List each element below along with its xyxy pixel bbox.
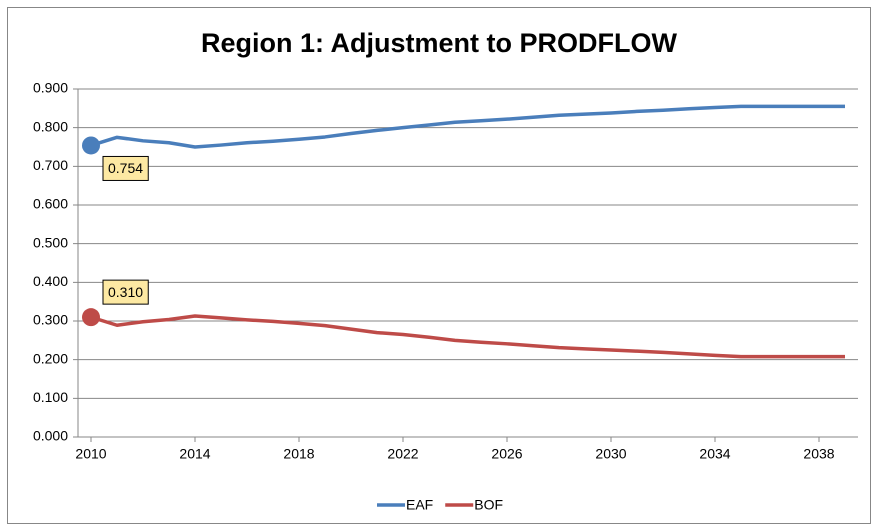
y-tick-label: 0.900	[33, 80, 68, 96]
x-tick-label: 2010	[75, 446, 106, 462]
y-tick-label: 0.000	[33, 428, 68, 444]
x-tick-label: 2018	[283, 446, 314, 462]
legend-label: BOF	[474, 497, 503, 513]
y-tick-label: 0.200	[33, 350, 68, 366]
chart-title: Region 1: Adjustment to PRODFLOW	[201, 28, 677, 58]
y-tick-label: 0.300	[33, 312, 68, 328]
x-tick-label: 2030	[595, 446, 626, 462]
point-marker	[82, 308, 100, 327]
chart-frame	[7, 7, 871, 524]
x-tick-label: 2026	[491, 446, 522, 462]
y-tick-label: 0.400	[33, 273, 68, 289]
y-tick-label: 0.800	[33, 118, 68, 134]
y-tick-label: 0.700	[33, 157, 68, 173]
legend-label: EAF	[406, 497, 433, 513]
data-label-box	[102, 155, 149, 181]
x-tick-label: 2034	[699, 446, 730, 462]
y-tick-label: 0.500	[33, 234, 68, 250]
point-marker	[82, 136, 100, 155]
x-tick-label: 2014	[179, 446, 210, 462]
y-tick-label: 0.600	[33, 196, 68, 212]
y-tick-label: 0.100	[33, 389, 68, 405]
x-tick-label: 2038	[803, 446, 834, 462]
data-label: 0.310	[108, 284, 143, 300]
data-label: 0.754	[108, 160, 143, 176]
series-line	[90, 104, 845, 149]
x-tick-label: 2022	[387, 446, 418, 462]
series-line	[90, 314, 845, 359]
data-label-box	[102, 279, 149, 305]
